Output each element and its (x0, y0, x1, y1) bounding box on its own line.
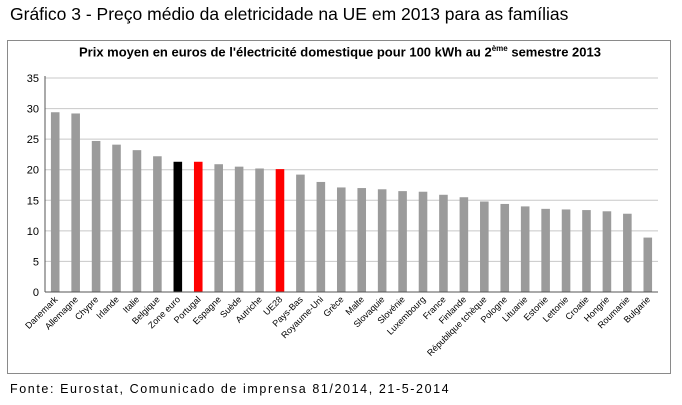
bar (541, 208, 550, 292)
bar (561, 209, 571, 292)
bar (316, 181, 326, 292)
bar (623, 213, 632, 292)
axes (44, 76, 658, 293)
bar (582, 210, 591, 292)
source-note: Fonte: Eurostat, Comunicado de imprensa … (10, 382, 451, 396)
bars (50, 112, 653, 293)
y-tick-label: 25 (27, 134, 39, 146)
x-tick-label: Grèce (321, 294, 345, 318)
chart-title-tail: semestre 2013 (507, 44, 601, 60)
y-tick-label: 35 (27, 73, 39, 85)
bar (234, 166, 244, 292)
bar (377, 189, 387, 292)
chart-title: Prix moyen en euros de l'électricité dom… (8, 44, 672, 59)
bar (71, 113, 80, 292)
chart-title-main: Prix moyen en euros de l'électricité dom… (79, 44, 492, 60)
chart-frame: Prix moyen en euros de l'électricité dom… (7, 40, 671, 374)
bar (643, 237, 653, 292)
bar (50, 112, 60, 293)
y-tick-label: 15 (27, 195, 39, 207)
bar (500, 203, 510, 292)
bar (357, 188, 367, 292)
bar (459, 197, 469, 292)
bar (153, 156, 162, 292)
y-tick-label: 20 (27, 165, 39, 177)
y-tick-label: 0 (33, 287, 39, 299)
bar (520, 206, 530, 292)
bar (193, 161, 203, 292)
bar (480, 201, 489, 292)
x-tick-label: Irlande (94, 294, 121, 321)
bar (112, 144, 121, 292)
bar (296, 174, 305, 292)
bar (91, 140, 101, 292)
bar-chart: 0 5 10 15 20 25 30 35 DanemarkAllemagneChypreIr… (23, 73, 658, 358)
y-tick-label: 5 (33, 256, 39, 268)
page-title: Gráfico 3 - Preço médio da eletricidade … (10, 4, 569, 24)
y-tick-label: 10 (27, 226, 39, 238)
bar (214, 164, 223, 292)
bar (336, 187, 346, 292)
bar (132, 150, 142, 292)
y-tick-label: 30 (27, 104, 39, 116)
gridlines (45, 77, 658, 262)
bar (418, 191, 428, 292)
chart-title-superscript: ème (491, 44, 508, 53)
bar (439, 194, 448, 292)
bar (275, 169, 285, 292)
bar (398, 191, 407, 292)
bar (173, 161, 183, 292)
bar (602, 211, 612, 292)
bar (255, 168, 264, 292)
y-axis-ticks: 0 5 10 15 20 25 30 35 (27, 73, 39, 299)
